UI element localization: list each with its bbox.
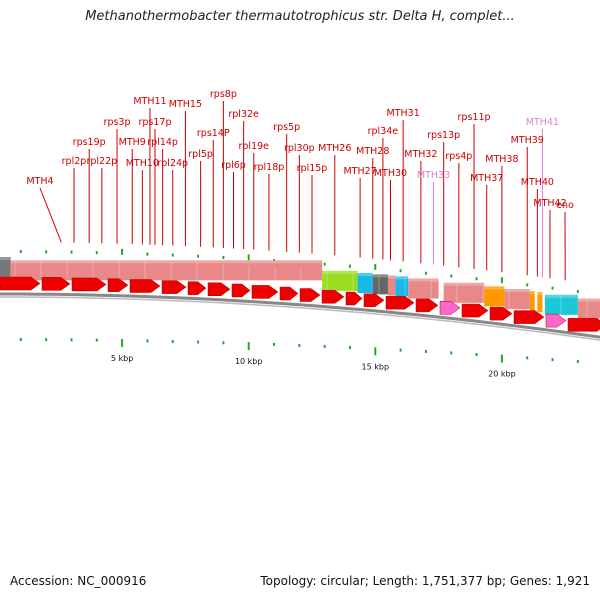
cog-segment [544,294,578,315]
gene-arrow[interactable] [0,276,41,291]
cog-segment [443,282,485,303]
gene-label[interactable]: rpl30p [284,143,315,154]
gene-leader-line [39,187,62,243]
gene-label[interactable]: rpl18p [254,162,285,173]
cog-segment [408,278,439,299]
gene-label[interactable]: rpl2p [62,156,87,167]
cog-segment [504,289,530,310]
gene-label[interactable]: MTH41 [526,117,559,128]
gene-label[interactable]: rpl22p [86,156,117,167]
gene-arrow[interactable] [415,298,439,313]
gene-label[interactable]: MTH31 [387,108,420,119]
cog-segment [322,270,358,291]
gene-arrow[interactable] [345,291,363,306]
gene-label[interactable]: MTH37 [470,173,503,184]
cog-segment [10,260,323,281]
gene-label[interactable]: MTH38 [485,154,518,165]
gene-label[interactable]: rpl32e [228,109,259,120]
gene-arrow-track [0,276,600,332]
label-leader-lines [39,101,566,281]
cog-segment [387,275,396,296]
gene-label[interactable]: rps3p [104,117,131,128]
gene-arrow[interactable] [567,318,600,332]
gene-label[interactable]: MTH26 [318,143,351,154]
map-title: Methanothermobacter thermautotrophicus s… [85,9,515,24]
gene-label[interactable]: MTH39 [511,135,544,146]
cog-segment [577,298,600,319]
cog-segment [537,291,543,312]
gene-label[interactable]: rps17p [139,117,172,128]
cog-segment [372,274,388,295]
gene-arrow[interactable] [321,290,345,304]
cog-segment [357,273,373,294]
gene-arrow[interactable] [461,303,489,318]
gene-label[interactable]: rps11p [458,112,491,123]
backbone-line [0,296,600,341]
gene-label[interactable]: rps4p [445,151,472,162]
gene-label[interactable]: MTH33 [417,170,450,181]
outer-ruler-ticks [19,248,579,294]
gene-label[interactable]: rps19p [73,137,106,148]
gene-label[interactable]: MTH4 [26,176,53,187]
gene-arrow[interactable] [107,278,129,292]
gene-label[interactable]: MTH27 [343,166,376,177]
gene-arrow[interactable] [41,277,71,291]
genome-backbone [0,292,600,341]
cog-segment [395,276,409,297]
cog-segment [529,290,535,311]
inner-ruler: 5 kbp 10 kbp 15 kbp 20 kbp [19,338,579,379]
gene-arrow[interactable] [299,288,321,302]
gene-arrow[interactable] [251,285,279,299]
gene-label[interactable]: rpl24p [157,158,188,169]
gene-label[interactable]: MTH28 [356,146,389,157]
gene-arrow[interactable] [545,313,567,328]
gene-label[interactable]: MTH10 [126,158,159,169]
gene-arrow[interactable] [161,280,187,294]
cog-segment [0,257,11,278]
gene-label[interactable]: rpl34e [368,126,399,137]
gene-label[interactable]: rps8p [210,89,237,100]
gene-arrow[interactable] [187,281,207,295]
gene-arrow[interactable] [279,286,299,301]
gene-arrow[interactable] [513,310,545,324]
gene-label[interactable]: MTH42 [533,198,566,209]
gene-label[interactable]: MTH32 [404,149,437,160]
gene-label[interactable]: rpl5p [188,149,213,160]
gene-label[interactable]: MTH9 [119,137,146,148]
gene-arrow[interactable] [129,279,161,293]
ruler-label: 20 kbp [488,370,516,379]
gene-label[interactable]: eno [556,200,574,211]
gene-label[interactable]: rpl19e [239,141,270,152]
topology-text: Topology: circular; Length: 1,751,377 bp… [260,574,590,588]
ruler-label: 5 kbp [111,354,133,363]
ruler-label: 10 kbp [235,357,263,366]
backbone-line [0,292,600,339]
gene-label[interactable]: MTH30 [374,168,407,179]
gene-label[interactable]: rps5p [273,122,300,133]
gene-labels: MTH4 rpl2p rps19p rpl22p rps3p MTH9 MTH10 MTH11… [26,89,574,211]
gene-arrow[interactable] [231,283,251,298]
ruler-label: 15 kbp [362,362,390,371]
gene-label[interactable]: rpl6p [221,160,246,171]
gene-label[interactable]: rpl15p [297,163,328,174]
cog-category-track [0,257,600,319]
gene-arrow[interactable] [439,301,461,315]
gene-arrow[interactable] [207,282,231,297]
gene-arrow[interactable] [363,293,385,308]
gene-label[interactable]: rps13p [427,130,460,141]
gene-label[interactable]: rpl14p [147,137,178,148]
gene-label[interactable]: MTH15 [169,99,202,110]
accession-text: Accession: NC_000916 [10,574,147,588]
gene-label[interactable]: MTH40 [521,177,554,188]
gene-label[interactable]: MTH11 [133,96,166,107]
gene-label[interactable]: rps14P [197,128,230,139]
gene-arrow[interactable] [489,306,513,321]
gene-arrow[interactable] [71,277,107,292]
cog-segment [484,286,505,307]
gene-arrow[interactable] [385,295,415,310]
